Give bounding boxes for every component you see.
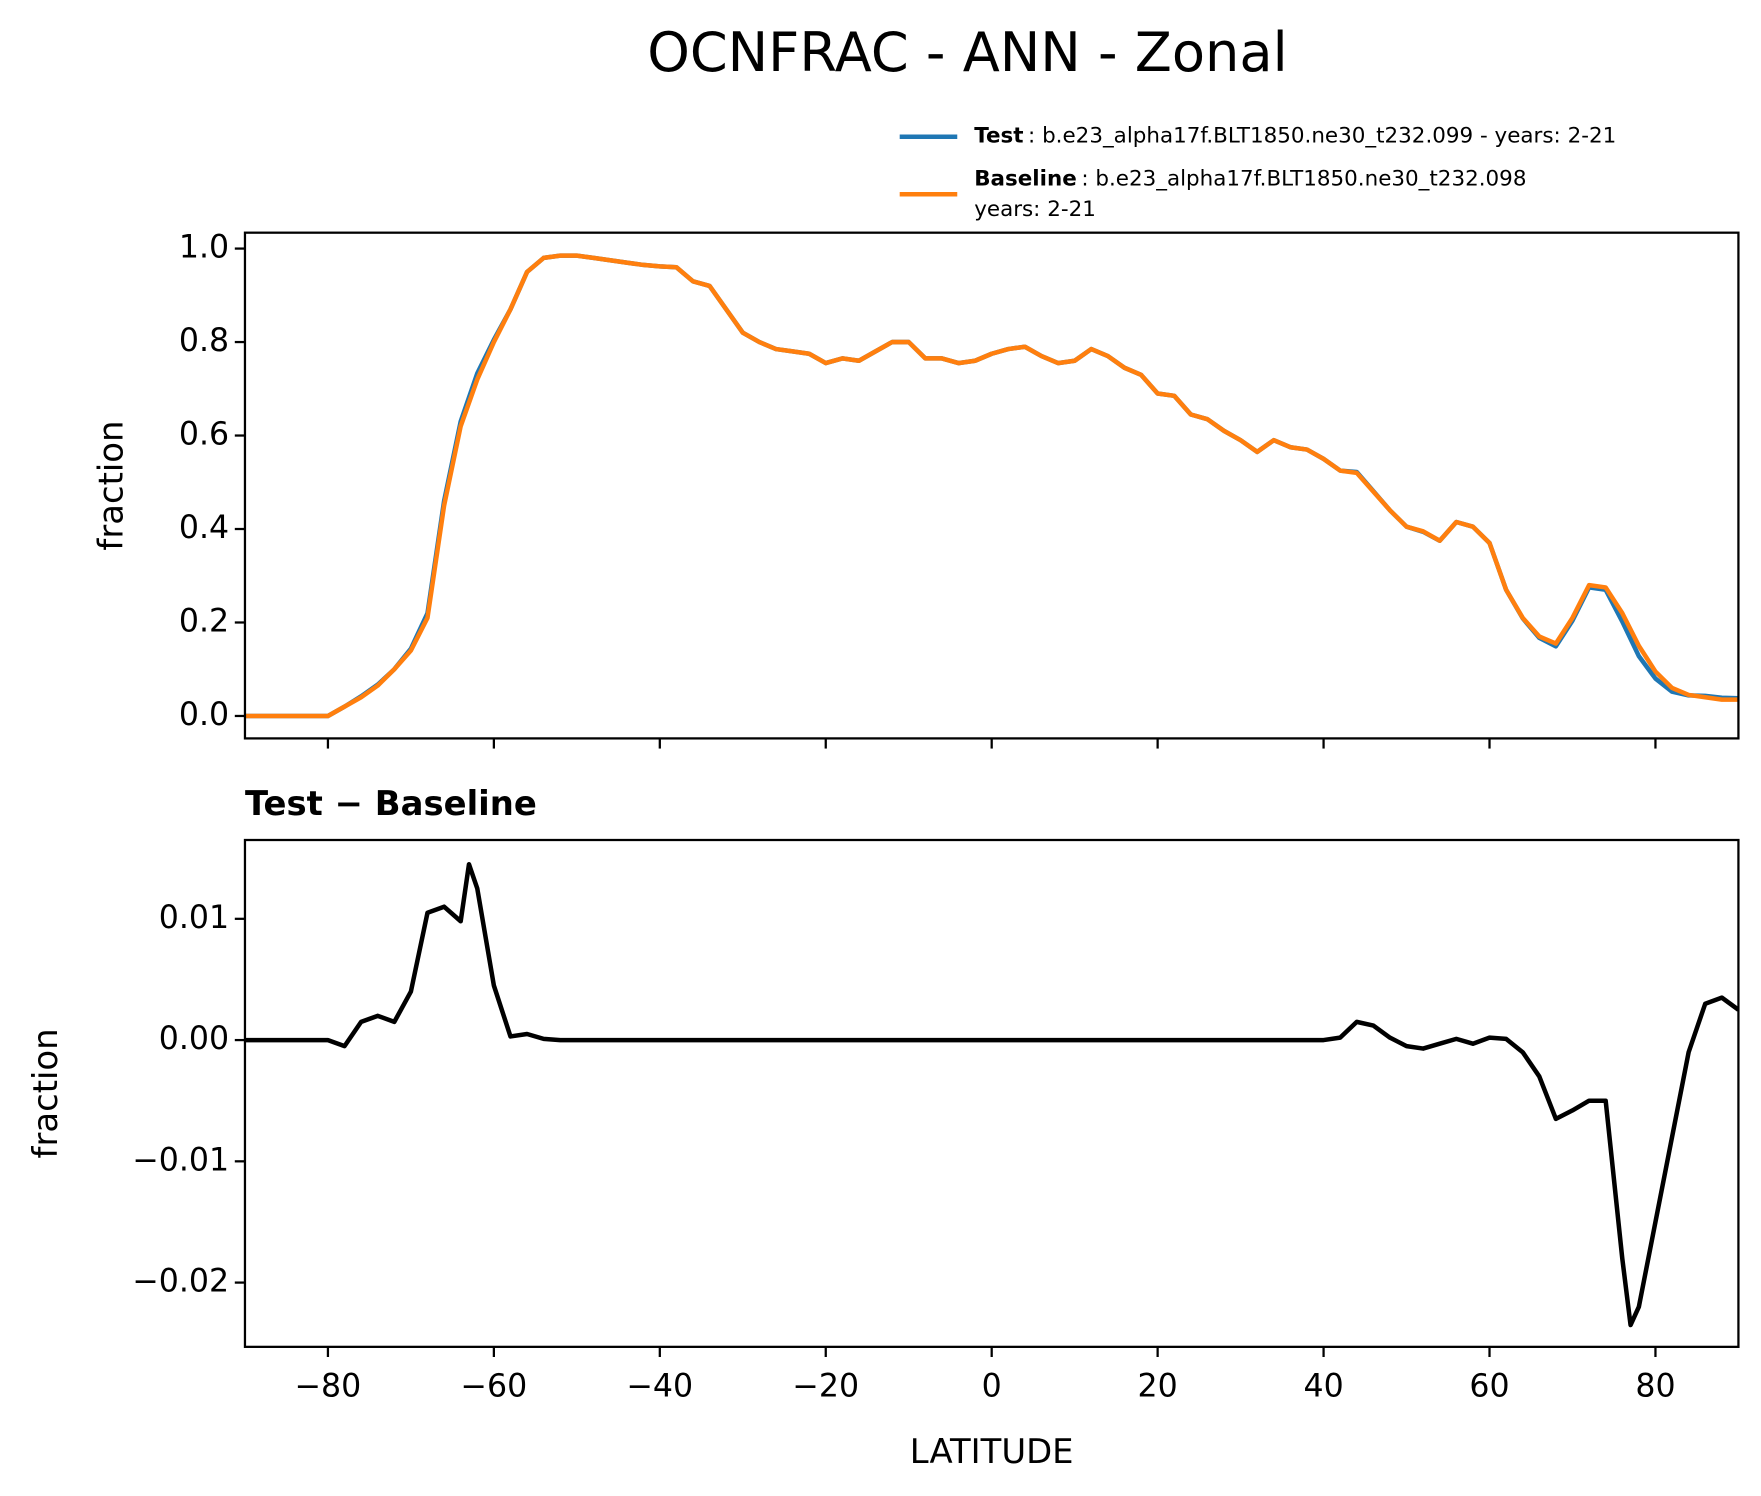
y-tick-label: 0.2 — [179, 603, 229, 639]
legend-text: Baseline: b.e23_alpha17f.BLT1850.ne30_t2… — [974, 167, 1526, 192]
x-tick-label: 40 — [1303, 1369, 1343, 1405]
y-tick-label: 0.01 — [159, 900, 229, 936]
figure-title: OCNFRAC - ANN - Zonal — [647, 21, 1287, 84]
y-tick-label: 0.0 — [179, 697, 229, 733]
y-axis-label: fraction — [26, 1028, 65, 1158]
legend-text: Test: b.e23_alpha17f.BLT1850.ne30_t232.0… — [974, 124, 1616, 149]
y-tick-label: 0.6 — [179, 417, 229, 453]
data-line — [244, 861, 1739, 1328]
legend-name: Baseline — [974, 167, 1077, 192]
legend-text: years: 2-21 — [974, 197, 1096, 222]
axes-frame — [243, 838, 1740, 1348]
x-tick-label: 0 — [982, 1369, 1002, 1405]
axes-frame — [243, 231, 1740, 740]
x-tick-label: −20 — [792, 1369, 859, 1405]
legend-description: : b.e23_alpha17f.BLT1850.ne30_t232.098 — [1081, 167, 1526, 192]
legend-description: years: 2-21 — [974, 197, 1096, 222]
x-tick-label: 80 — [1635, 1369, 1675, 1405]
x-tick-label: −80 — [295, 1369, 362, 1405]
x-tick-label: 20 — [1138, 1369, 1178, 1405]
y-tick-label: −0.02 — [132, 1264, 229, 1300]
y-tick-label: 0.00 — [159, 1021, 229, 1057]
x-axis-label: LATITUDE — [910, 1432, 1074, 1471]
x-tick-label: 60 — [1469, 1369, 1509, 1405]
y-tick-label: −0.01 — [132, 1142, 229, 1178]
x-tick-label: −40 — [626, 1369, 693, 1405]
y-tick-label: 0.4 — [179, 510, 229, 546]
data-line — [244, 253, 1739, 719]
axes-title: Test − Baseline — [245, 784, 537, 823]
y-axis-label: fraction — [91, 421, 130, 551]
y-tick-label: 1.0 — [179, 230, 229, 266]
y-tick-label: 0.8 — [179, 323, 229, 359]
data-line — [244, 253, 1739, 719]
legend-description: : b.e23_alpha17f.BLT1850.ne30_t232.099 -… — [1028, 124, 1616, 149]
x-tick-label: −60 — [461, 1369, 528, 1405]
legend-name: Test — [974, 124, 1023, 149]
